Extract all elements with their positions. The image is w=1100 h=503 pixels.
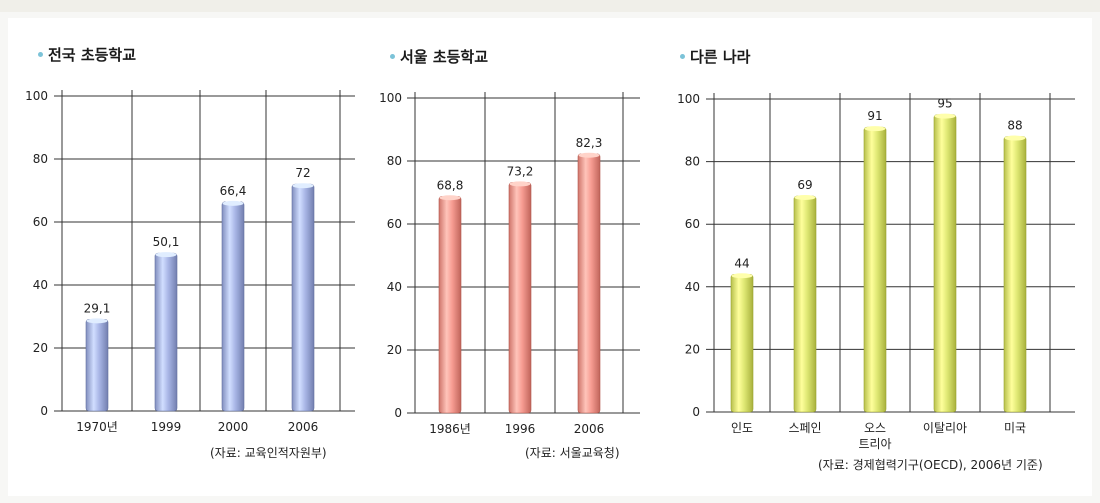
y-tick-label: 20: [33, 341, 48, 355]
data-label: 44: [734, 256, 749, 270]
y-tick-label: 100: [379, 91, 402, 105]
data-label: 50,1: [153, 235, 180, 249]
bar-cap: [794, 195, 816, 201]
bar: [438, 195, 462, 414]
bar-cap: [509, 181, 531, 187]
x-tick-label: 2006: [574, 422, 605, 436]
bar: [933, 114, 957, 413]
bar-cap: [731, 273, 753, 279]
y-tick-label: 80: [387, 154, 402, 168]
x-tick-label: 1996: [505, 422, 536, 436]
chart-svg: 0 20 40 60 80 100 68,8 1986년 73,2 1996 82,3 2006: [379, 91, 640, 436]
y-tick-label: 20: [685, 342, 700, 356]
x-tick-label: 인도: [731, 421, 753, 435]
y-tick-label: 100: [25, 89, 48, 103]
bar-cap: [1004, 135, 1026, 141]
y-tick-label: 100: [677, 92, 700, 106]
data-label: 88: [1007, 119, 1022, 133]
y-tick-label: 40: [33, 278, 48, 292]
x-tick-label: 2006: [288, 420, 319, 434]
bar-cap: [222, 200, 244, 206]
x-tick-label: 1970년: [76, 420, 118, 434]
bar-cap: [578, 152, 600, 158]
bar: [577, 153, 601, 414]
chart-panel-seoul: 서울 초등학교 0 20 40 60 80 100 68,8 1986년 73,2 1996 82,…: [370, 0, 670, 503]
x-tick-label: 1986년: [429, 422, 471, 436]
x-tick-label: 1999: [151, 420, 182, 434]
y-tick-label: 0: [692, 405, 700, 419]
chart-source: (자료: 서울교육청): [525, 446, 620, 460]
bar-cap: [864, 126, 886, 132]
y-tick-label: 60: [685, 217, 700, 231]
x-tick-label: 트리아: [858, 437, 891, 451]
data-label: 73,2: [507, 164, 534, 178]
bar: [863, 126, 887, 413]
title-bullet-icon: [390, 54, 395, 59]
data-label: 69: [797, 178, 812, 192]
x-tick-label: 2000: [218, 420, 249, 434]
bar-cap: [439, 195, 461, 201]
y-tick-label: 80: [33, 152, 48, 166]
bar: [730, 273, 754, 413]
chart-source: (자료: 경제협력기구(OECD), 2006년 기준): [818, 458, 1043, 472]
data-label: 91: [867, 109, 882, 123]
bar-cap: [934, 113, 956, 119]
bar-cap: [86, 318, 108, 324]
y-tick-label: 0: [40, 404, 48, 418]
chart-svg: 0 20 40 60 80 100 29,1 1970년 50,1 1999 66,4 2000 72 2…: [25, 89, 355, 434]
title-bullet-icon: [680, 54, 685, 59]
data-label: 72: [295, 166, 310, 180]
data-label: 29,1: [84, 301, 111, 315]
bar: [1003, 136, 1027, 413]
data-label: 95: [937, 97, 952, 111]
bar-cap: [292, 183, 314, 189]
bar: [85, 319, 109, 412]
bar: [291, 183, 315, 412]
data-label: 66,4: [220, 184, 247, 198]
chart-title: 서울 초등학교: [400, 48, 489, 66]
bar: [154, 252, 178, 412]
chart-title: 다른 나라: [690, 48, 751, 66]
y-tick-label: 20: [387, 343, 402, 357]
y-tick-label: 60: [387, 217, 402, 231]
data-label: 82,3: [576, 136, 603, 150]
x-tick-label: 미국: [1004, 421, 1026, 435]
title-bullet-icon: [38, 52, 43, 57]
y-tick-label: 0: [394, 406, 402, 420]
bar: [508, 182, 532, 414]
y-tick-label: 80: [685, 155, 700, 169]
chart-title: 전국 초등학교: [48, 46, 137, 64]
bar-cap: [155, 252, 177, 258]
y-tick-label: 40: [387, 280, 402, 294]
bar: [793, 195, 817, 413]
x-tick-label: 이탈리아: [923, 421, 967, 435]
y-tick-label: 40: [685, 280, 700, 294]
y-tick-label: 60: [33, 215, 48, 229]
data-label: 68,8: [437, 178, 464, 192]
x-tick-label: 오스: [864, 421, 886, 435]
top-band: [0, 0, 1100, 12]
bar: [221, 201, 245, 412]
chart-source: (자료: 교육인적자원부): [210, 446, 327, 460]
x-tick-label: 스페인: [788, 421, 821, 435]
chart-panel-national: 전국 초등학교 0 20 40 60 80 100 29,1 1970년 50,1 1999 66,…: [0, 0, 370, 503]
